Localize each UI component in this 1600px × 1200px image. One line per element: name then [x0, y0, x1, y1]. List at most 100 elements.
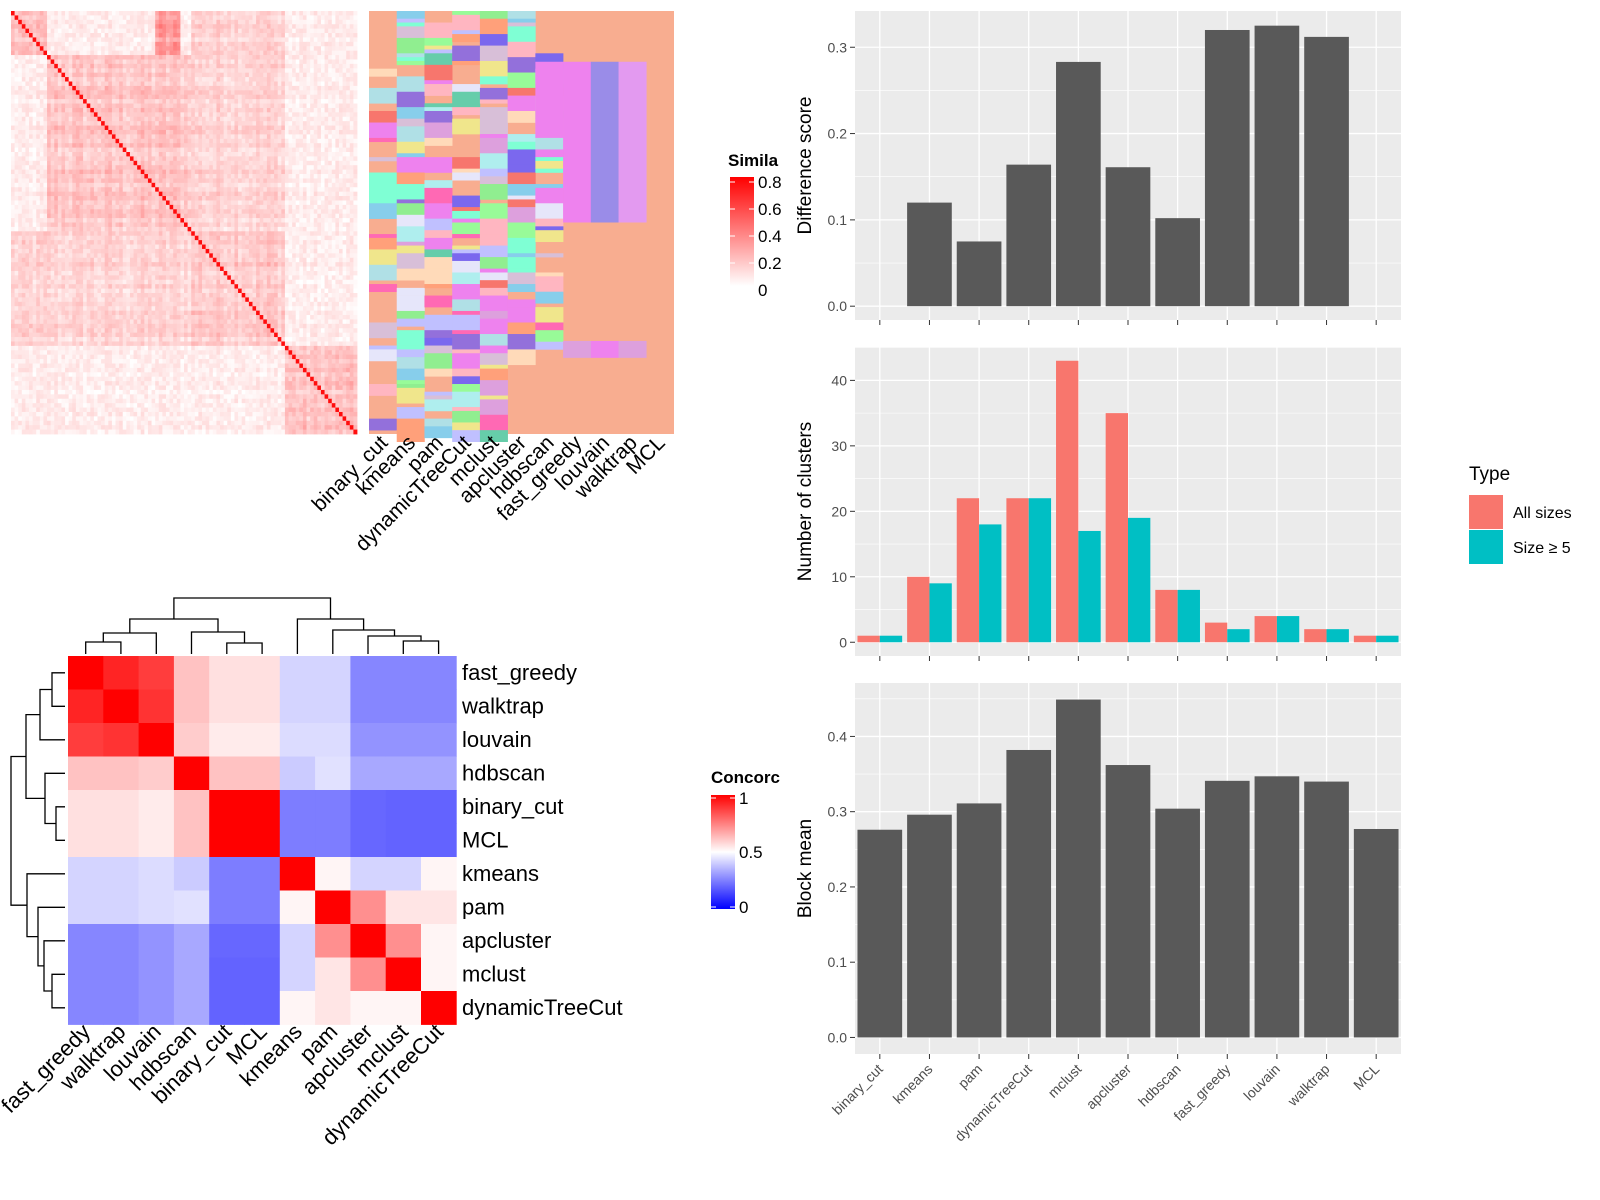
- similarity-cell: [51, 152, 55, 157]
- similarity-cell: [11, 236, 15, 241]
- similarity-cell: [292, 231, 296, 236]
- similarity-cell: [22, 121, 26, 126]
- similarity-cell: [224, 174, 228, 179]
- similarity-cell: [58, 178, 62, 183]
- similarity-cell: [220, 223, 224, 228]
- similarity-cell: [339, 37, 343, 42]
- similarity-cell: [202, 200, 206, 205]
- similarity-cell: [325, 42, 329, 47]
- similarity-cell: [296, 37, 300, 42]
- similarity-cell: [206, 46, 210, 51]
- similarity-cell: [346, 64, 350, 69]
- similarity-cell: [33, 64, 37, 69]
- similarity-cell: [18, 121, 22, 126]
- similarity-cell: [69, 11, 73, 16]
- similarity-cell: [33, 152, 37, 157]
- similarity-cell: [317, 227, 321, 232]
- similarity-cell: [141, 59, 145, 64]
- similarity-cell: [332, 117, 336, 122]
- similarity-cell: [202, 55, 206, 60]
- similarity-cell: [263, 205, 267, 210]
- similarity-cell: [252, 178, 256, 183]
- similarity-cell: [263, 33, 267, 38]
- similarity-cell: [108, 209, 112, 214]
- similarity-cell: [245, 187, 249, 192]
- similarity-cell: [227, 139, 231, 144]
- similarity-cell: [267, 37, 271, 42]
- similarity-cell: [173, 174, 177, 179]
- similarity-cell: [206, 231, 210, 236]
- similarity-cell: [18, 231, 22, 236]
- similarity-cell: [188, 152, 192, 157]
- similarity-cell: [108, 112, 112, 117]
- similarity-cell: [339, 99, 343, 104]
- similarity-cell: [206, 209, 210, 214]
- similarity-cell: [141, 86, 145, 91]
- similarity-cell: [33, 236, 37, 241]
- similarity-cell: [101, 59, 105, 64]
- similarity-cell: [155, 223, 159, 228]
- similarity-cell: [112, 227, 116, 232]
- similarity-cell: [123, 231, 127, 236]
- similarity-cell: [25, 174, 29, 179]
- similarity-cell: [353, 174, 357, 179]
- similarity-cell: [289, 108, 293, 113]
- similarity-cell: [271, 121, 275, 126]
- similarity-cell: [188, 187, 192, 192]
- similarity-cell: [325, 112, 329, 117]
- similarity-cell: [281, 227, 285, 232]
- similarity-cell: [69, 148, 73, 153]
- similarity-cell: [119, 117, 123, 122]
- similarity-cell: [76, 99, 80, 104]
- similarity-cell: [144, 112, 148, 117]
- similarity-cell: [123, 187, 127, 192]
- similarity-cell: [152, 82, 156, 87]
- similarity-cell: [180, 68, 184, 73]
- similarity-cell: [353, 55, 357, 60]
- similarity-cell: [220, 55, 224, 60]
- similarity-cell: [328, 223, 332, 228]
- similarity-cell: [65, 95, 69, 100]
- similarity-cell: [29, 152, 33, 157]
- similarity-cell: [159, 200, 163, 205]
- similarity-cell: [152, 183, 156, 188]
- similarity-cell: [126, 11, 130, 16]
- similarity-cell: [296, 117, 300, 122]
- similarity-cell: [33, 156, 37, 161]
- similarity-cell: [307, 152, 311, 157]
- similarity-cell: [155, 55, 159, 60]
- similarity-cell: [130, 82, 134, 87]
- similarity-cell: [54, 15, 58, 20]
- similarity-cell: [260, 139, 264, 144]
- similarity-cell: [134, 178, 138, 183]
- similarity-cell: [299, 152, 303, 157]
- similarity-cell: [249, 11, 253, 16]
- similarity-cell: [58, 214, 62, 219]
- similarity-cell: [51, 200, 55, 205]
- similarity-cell: [281, 209, 285, 214]
- similarity-cell: [98, 170, 102, 175]
- similarity-cell: [220, 218, 224, 223]
- similarity-cell: [224, 231, 228, 236]
- similarity-cell: [256, 187, 260, 192]
- similarity-cell: [108, 183, 112, 188]
- similarity-cell: [274, 196, 278, 201]
- similarity-cell: [69, 104, 73, 109]
- similarity-cell: [162, 183, 166, 188]
- similarity-cell: [249, 192, 253, 197]
- similarity-cell: [58, 218, 62, 223]
- similarity-cell: [79, 99, 83, 104]
- similarity-cell: [188, 112, 192, 117]
- similarity-cell: [281, 37, 285, 42]
- similarity-cell: [61, 46, 65, 51]
- similarity-cell: [292, 236, 296, 241]
- similarity-cell: [123, 165, 127, 170]
- similarity-cell: [72, 143, 76, 148]
- similarity-cell: [36, 55, 40, 60]
- similarity-cell: [137, 178, 141, 183]
- similarity-cell: [90, 152, 94, 157]
- similarity-cell: [101, 236, 105, 241]
- similarity-cell: [285, 29, 289, 34]
- similarity-cell: [325, 143, 329, 148]
- similarity-cell: [335, 231, 339, 236]
